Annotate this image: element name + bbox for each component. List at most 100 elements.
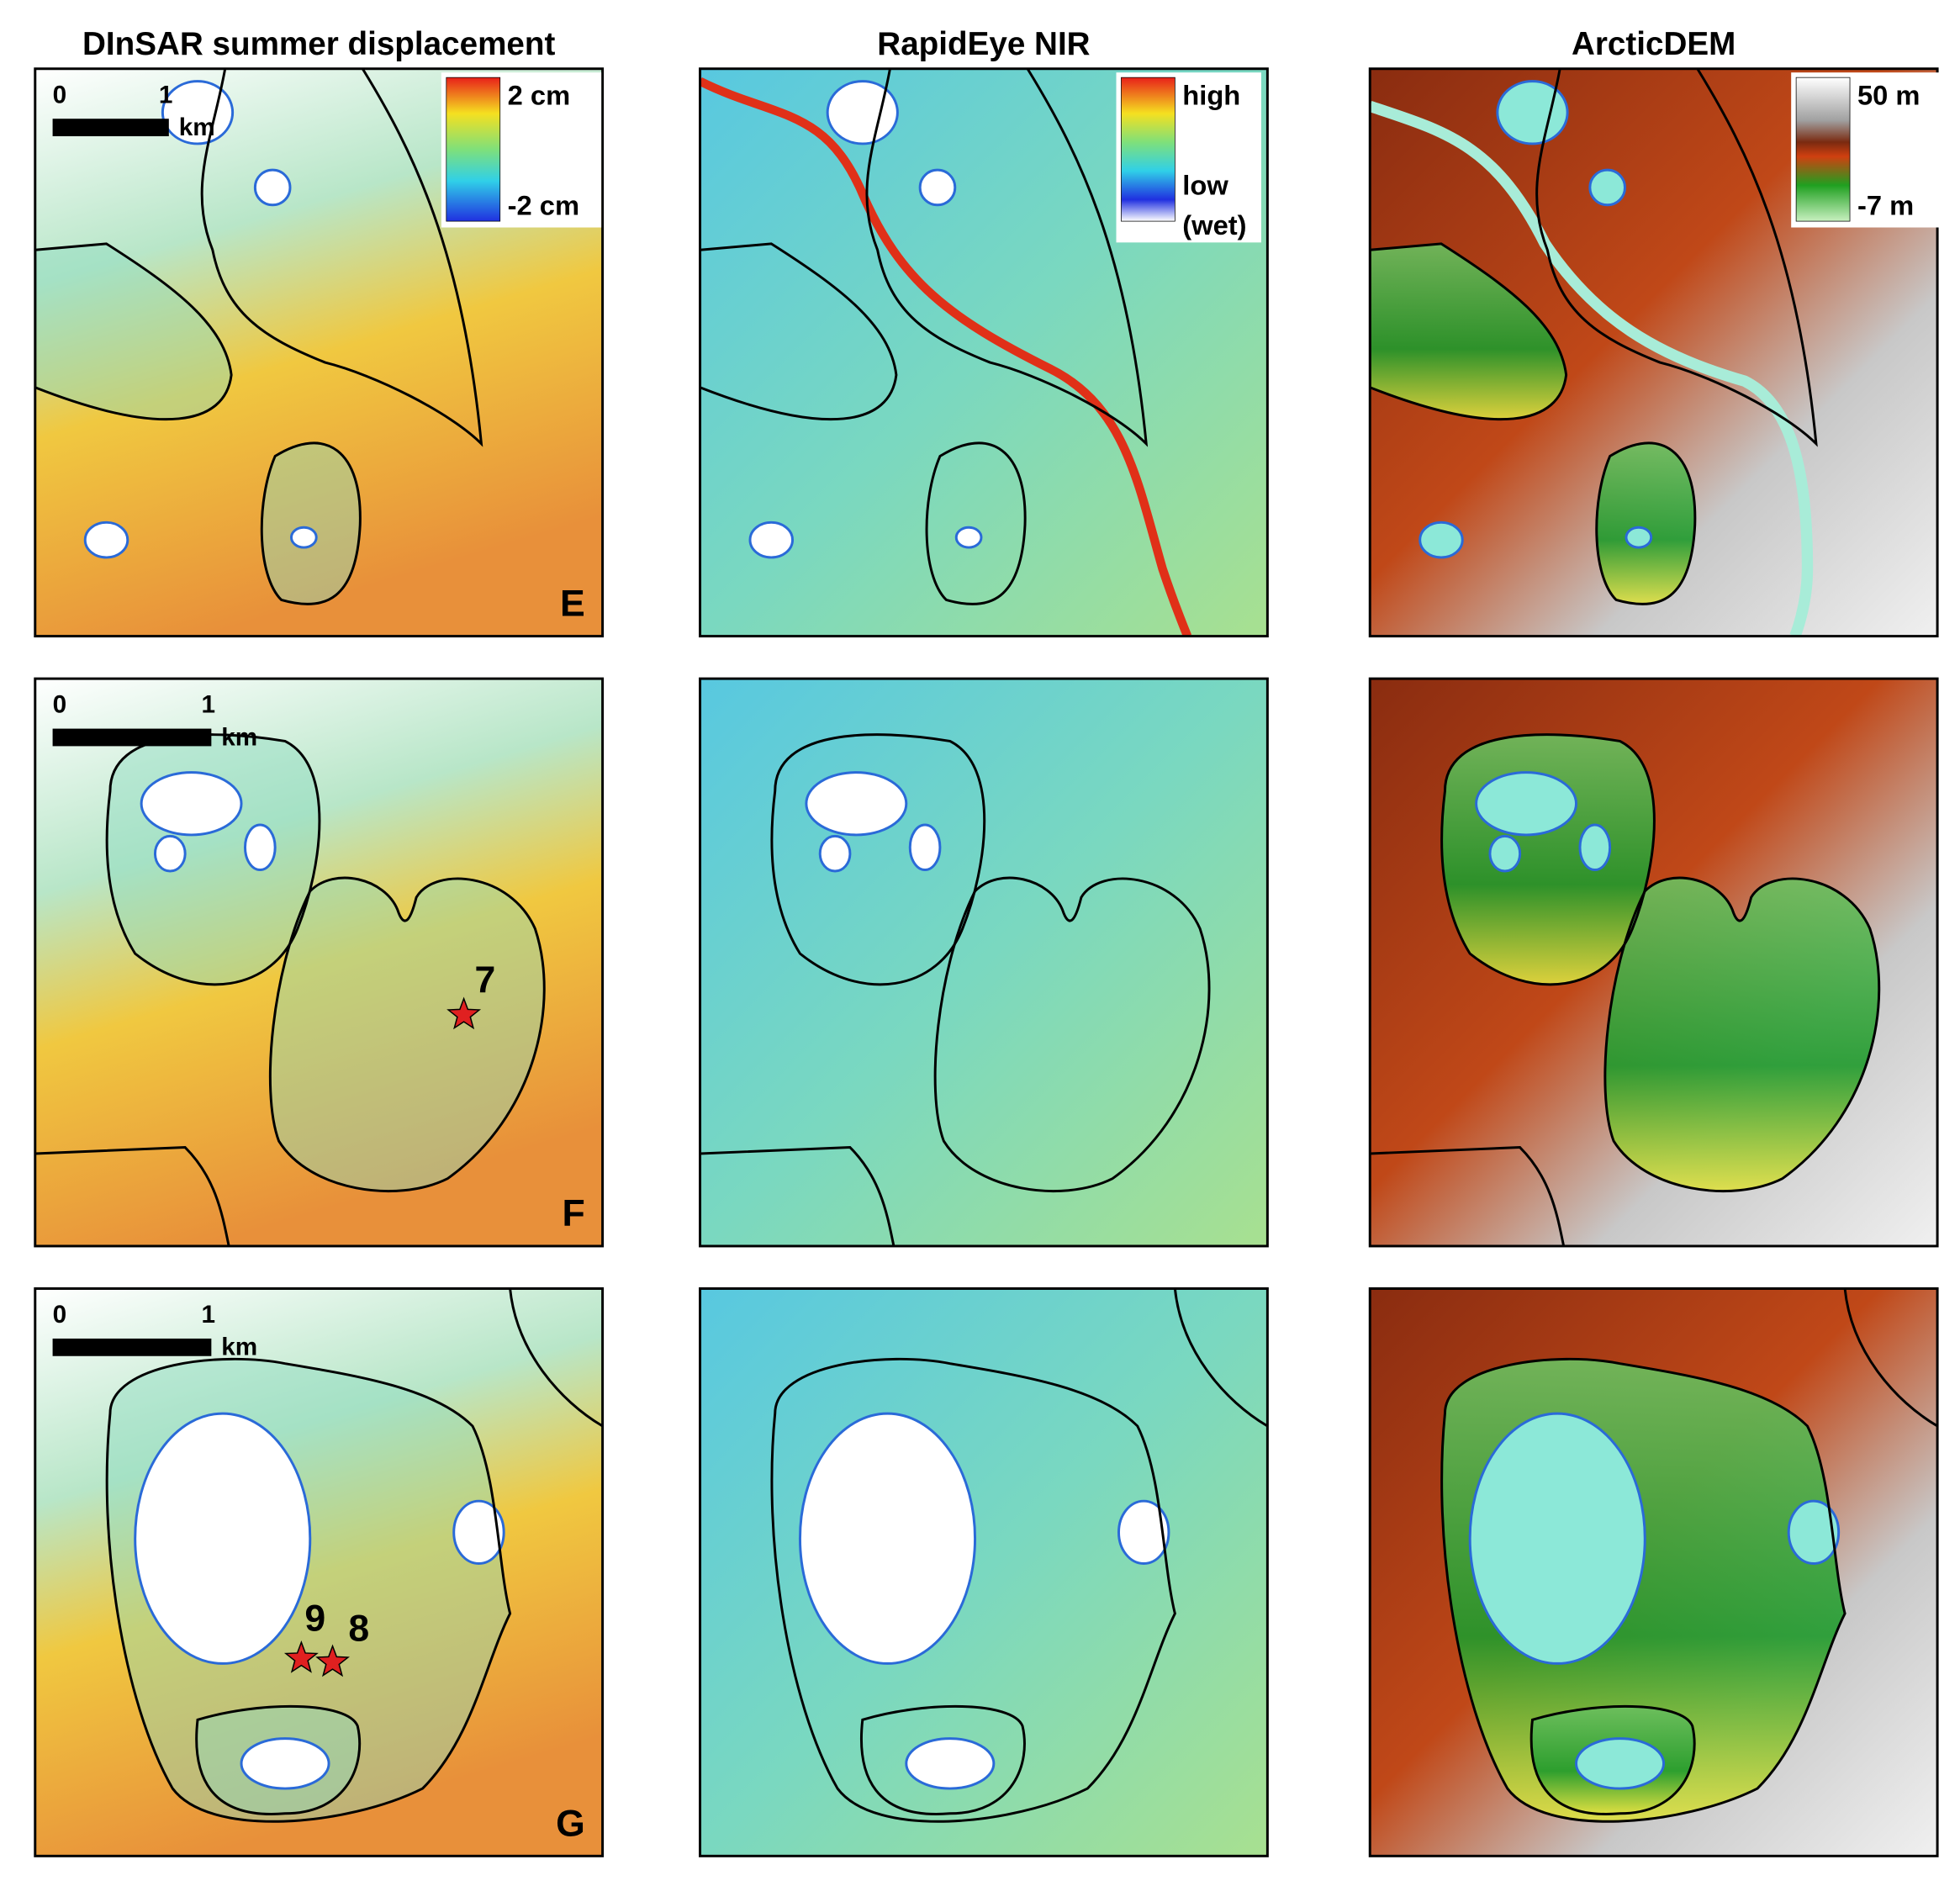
panel-label: F bbox=[563, 1193, 585, 1234]
lake bbox=[798, 1412, 977, 1665]
lake bbox=[1575, 1737, 1666, 1790]
lake bbox=[1578, 823, 1612, 872]
basin-fill bbox=[34, 243, 232, 420]
colorbar-top-label: 2 cm bbox=[508, 80, 571, 111]
site-star bbox=[283, 1640, 319, 1673]
scale-bar-fill bbox=[52, 1338, 212, 1356]
lake bbox=[954, 526, 983, 549]
site-star bbox=[446, 996, 482, 1030]
scale-start: 0 bbox=[53, 1301, 67, 1329]
lake bbox=[1475, 771, 1578, 837]
panel-frame bbox=[699, 67, 1269, 638]
basin-outline bbox=[1843, 1288, 1938, 1428]
scale-bar-fill bbox=[52, 119, 169, 137]
lake bbox=[818, 834, 852, 873]
colorbar-top-label: 50 m bbox=[1857, 80, 1920, 111]
lake bbox=[240, 1737, 330, 1790]
site-label: 7 bbox=[474, 959, 495, 1001]
lake bbox=[905, 1737, 996, 1790]
colorbar bbox=[1121, 77, 1175, 222]
basin-outline bbox=[700, 242, 898, 421]
map-panel bbox=[1368, 677, 1939, 1248]
lake bbox=[748, 520, 795, 559]
basin-outline bbox=[770, 733, 986, 986]
scale-bar: 0 1km bbox=[52, 81, 215, 141]
lake bbox=[1588, 168, 1626, 207]
basin-outline bbox=[933, 876, 1211, 1192]
column-title: RapidEye NIR bbox=[877, 26, 1090, 62]
basin-outline bbox=[34, 242, 233, 421]
site-label: 9 bbox=[304, 1598, 325, 1640]
lake bbox=[1496, 80, 1569, 145]
panel-frame bbox=[34, 67, 605, 638]
panel-frame bbox=[34, 1287, 605, 1857]
lake bbox=[161, 80, 235, 145]
scale-bar: 0 1km bbox=[52, 1301, 257, 1361]
map-image bbox=[1370, 1288, 1938, 1857]
colorbar-bottom-label: low bbox=[1182, 170, 1228, 201]
panel-frame bbox=[1368, 67, 1939, 638]
lake bbox=[1117, 1499, 1170, 1565]
map-background bbox=[34, 679, 603, 1246]
basin-outline bbox=[195, 1704, 362, 1815]
colorbar-top-label: high bbox=[1182, 80, 1240, 111]
basin-outline bbox=[509, 1288, 603, 1428]
lake bbox=[1787, 1499, 1841, 1565]
basin-outline bbox=[34, 1146, 230, 1246]
panel-label: G bbox=[556, 1803, 585, 1844]
basin-fill bbox=[270, 877, 545, 1191]
lake bbox=[289, 526, 318, 549]
site-label: 8 bbox=[348, 1609, 369, 1650]
lake bbox=[1468, 1412, 1646, 1665]
colorbar bbox=[1795, 77, 1851, 222]
panel-frame bbox=[699, 677, 1269, 1248]
basin-outline bbox=[1440, 733, 1656, 986]
basin-outline bbox=[1603, 876, 1881, 1192]
map-panel bbox=[1368, 1287, 1939, 1857]
lake bbox=[918, 168, 957, 207]
lake bbox=[153, 834, 187, 873]
site-star bbox=[315, 1644, 350, 1677]
lake bbox=[826, 80, 899, 145]
scale-end: 1 bbox=[201, 691, 215, 719]
map-panel bbox=[699, 1287, 1269, 1857]
basin-outline bbox=[859, 1704, 1026, 1815]
lake bbox=[908, 823, 942, 872]
lake bbox=[244, 823, 277, 872]
lake bbox=[1488, 834, 1522, 873]
map-image bbox=[34, 1288, 603, 1857]
scale-start: 0 bbox=[53, 691, 67, 719]
colorbar bbox=[446, 77, 501, 222]
map-panel bbox=[34, 1287, 605, 1857]
river bbox=[700, 77, 1192, 637]
scale-end: 1 bbox=[201, 1301, 215, 1329]
map-image bbox=[1370, 679, 1938, 1246]
lake bbox=[1418, 520, 1464, 559]
map-image bbox=[700, 1288, 1268, 1857]
basin-outline bbox=[1595, 441, 1697, 605]
basin-outline bbox=[925, 441, 1027, 605]
basin-outline bbox=[770, 1357, 1176, 1823]
lake bbox=[1625, 526, 1653, 549]
column-title: DInSAR summer displacement bbox=[82, 26, 556, 62]
scale-unit: km bbox=[179, 114, 215, 141]
scale-start: 0 bbox=[53, 81, 67, 108]
basin-outline bbox=[865, 68, 1149, 447]
panel-label: E bbox=[560, 584, 585, 625]
lake bbox=[134, 1412, 312, 1665]
basin-outline bbox=[1173, 1288, 1268, 1428]
basin-outline bbox=[1370, 1146, 1566, 1246]
panel-frame bbox=[1368, 1287, 1939, 1857]
basin-outline bbox=[200, 68, 483, 447]
column-title: ArcticDEM bbox=[1572, 26, 1735, 62]
basin-outline bbox=[1529, 1704, 1696, 1815]
panel-frame bbox=[699, 1287, 1269, 1857]
map-image bbox=[34, 679, 603, 1246]
lake bbox=[805, 771, 908, 837]
basin-outline bbox=[1370, 242, 1568, 421]
scale-end: 1 bbox=[159, 81, 173, 108]
scale-unit: km bbox=[221, 723, 257, 751]
lake bbox=[452, 1499, 505, 1565]
map-background bbox=[700, 679, 1268, 1246]
